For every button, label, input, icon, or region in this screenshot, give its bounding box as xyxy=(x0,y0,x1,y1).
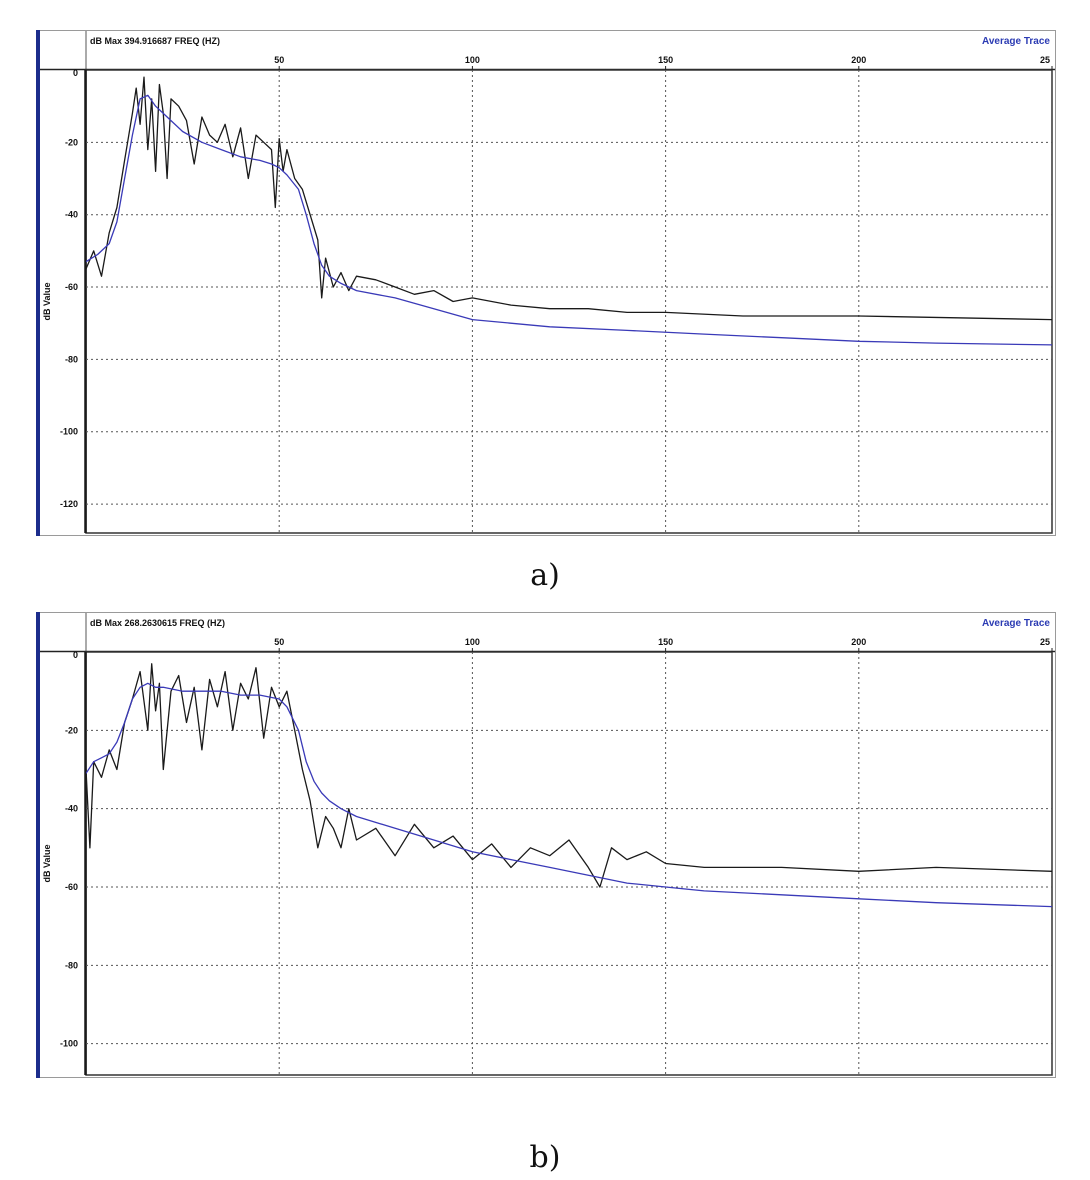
series-line-average xyxy=(86,682,1052,908)
y-tick-label: -100 xyxy=(60,1039,78,1049)
y-tick-label: -80 xyxy=(65,960,78,970)
chart-b: dB Max 268.2630615 FREQ (HZ) Average Trac… xyxy=(36,612,1056,1078)
chart-panel-a: dB Max 394.916687 FREQ (HZ) Average Trace… xyxy=(36,30,1056,536)
header-strip xyxy=(40,613,1055,651)
x-tick-label: 200 xyxy=(851,55,866,65)
caption-a: a) xyxy=(530,558,560,593)
y-tick-label: 0 xyxy=(73,650,78,660)
y-tick-label: -100 xyxy=(60,427,78,437)
y-axis-label: dB Value xyxy=(42,844,52,882)
y-tick-label: -20 xyxy=(65,137,78,147)
y-tick-label: -60 xyxy=(65,282,78,292)
series-line-trace xyxy=(86,663,1052,888)
x-tick-label: 200 xyxy=(851,637,866,647)
header-strip xyxy=(40,31,1055,69)
x-tick-label: 150 xyxy=(658,55,673,65)
header-text: dB Max 268.2630615 FREQ (HZ) xyxy=(90,618,225,628)
y-tick-label: -40 xyxy=(65,210,78,220)
y-tick-label: -120 xyxy=(60,499,78,509)
x-tick-label: 50 xyxy=(274,637,284,647)
frame-accent-bar xyxy=(36,612,40,1078)
caption-b: b) xyxy=(529,1140,561,1175)
legend-entry: Average Trace xyxy=(982,618,1050,629)
series-line-average xyxy=(86,94,1052,346)
y-tick-label: -20 xyxy=(65,725,78,735)
y-axis-label: dB Value xyxy=(42,282,52,320)
y-tick-label: -60 xyxy=(65,882,78,892)
x-tick-label: 50 xyxy=(274,55,284,65)
x-tick-label: 100 xyxy=(465,637,480,647)
x-tick-label: 150 xyxy=(658,637,673,647)
x-tick-label: 25 xyxy=(1040,55,1050,65)
chart-panel-b: dB Max 268.2630615 FREQ (HZ) Average Trac… xyxy=(36,612,1056,1078)
y-tick-label: -40 xyxy=(65,804,78,814)
header-text: dB Max 394.916687 FREQ (HZ) xyxy=(90,36,220,46)
legend-entry: Average Trace xyxy=(982,36,1050,47)
y-tick-label: 0 xyxy=(73,68,78,78)
chart-a: dB Max 394.916687 FREQ (HZ) Average Trace… xyxy=(36,30,1056,536)
chart-frame xyxy=(36,612,1056,1078)
chart-frame xyxy=(36,30,1056,536)
y-tick-label: -80 xyxy=(65,354,78,364)
x-tick-label: 100 xyxy=(465,55,480,65)
series-line-trace xyxy=(86,76,1052,321)
x-tick-label: 25 xyxy=(1040,637,1050,647)
frame-accent-bar xyxy=(36,30,40,536)
